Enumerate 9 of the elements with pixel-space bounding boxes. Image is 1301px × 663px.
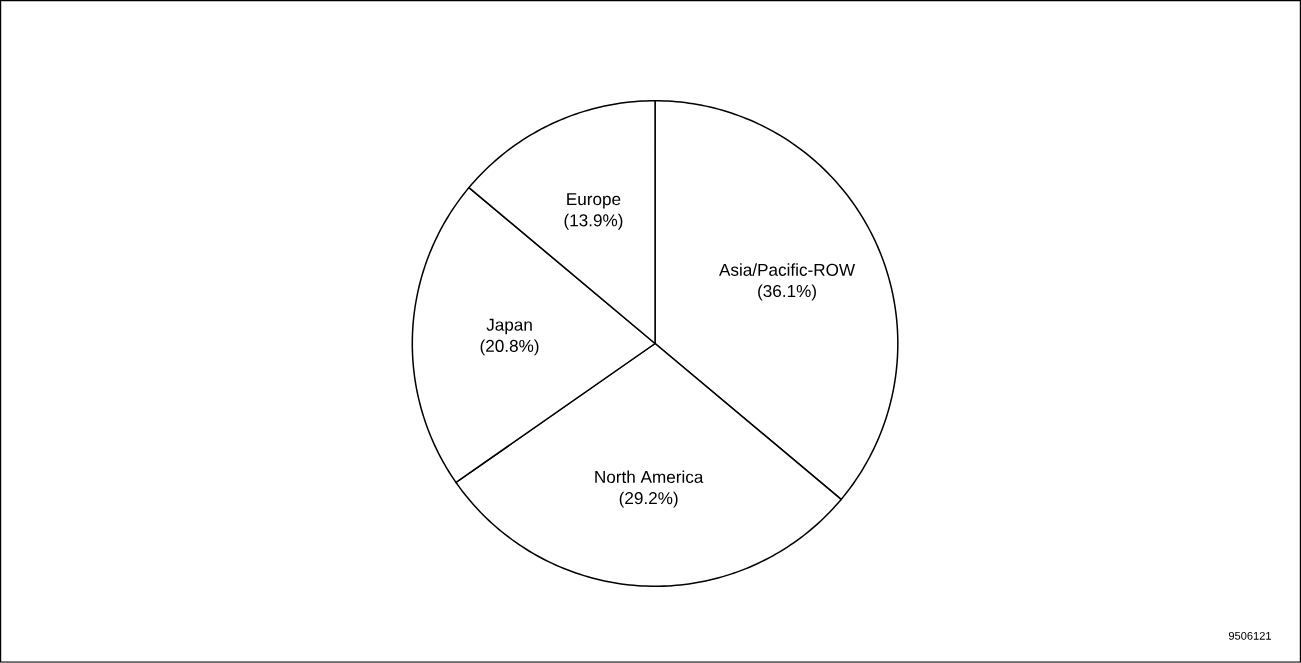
- data-label: (36.1%): [758, 284, 816, 301]
- data-label: (13.9%): [564, 213, 623, 230]
- text: 9506121: [1228, 632, 1271, 640]
- slice-label: Europe: [567, 193, 621, 209]
- slice-label: North America: [595, 470, 704, 484]
- slice-label: Japan: [486, 318, 532, 335]
- data-label: (20.8%): [480, 339, 539, 356]
- data-label: (29.2%): [619, 491, 678, 508]
- slice-label: Asia/Pacific-ROW: [719, 263, 856, 277]
